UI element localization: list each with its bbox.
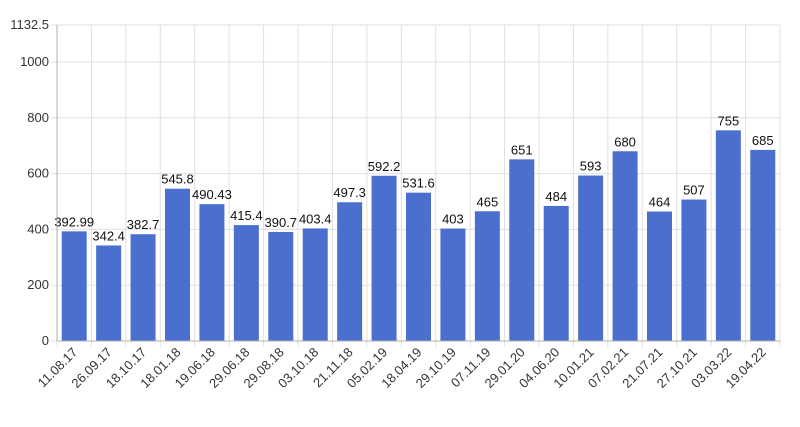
bar	[647, 211, 672, 341]
y-tick-label: 0	[42, 333, 49, 348]
data-label: 403.4	[299, 211, 332, 226]
bar	[715, 130, 741, 341]
y-tick-label: 1132.5	[10, 17, 49, 32]
data-label: 382.7	[127, 217, 160, 232]
bar	[96, 245, 122, 341]
bar	[509, 159, 535, 341]
bar	[474, 211, 500, 341]
x-axis: 11.08.1726.09.1718.10.1718.01.1819.06.18…	[35, 340, 780, 391]
bar	[578, 175, 604, 341]
bar	[130, 234, 156, 341]
y-tick-label: 800	[27, 110, 49, 125]
bar	[406, 192, 431, 341]
data-label: 464	[649, 195, 671, 210]
data-label: 755	[718, 113, 740, 128]
bar	[61, 231, 87, 341]
y-tick-label: 600	[27, 166, 49, 181]
bar	[268, 231, 294, 341]
data-label: 392.99	[54, 214, 94, 229]
bar	[750, 149, 776, 341]
bar	[371, 175, 397, 341]
grid-layer	[51, 24, 781, 347]
y-axis: 0 200 400 600 800 1000 1132.5	[10, 17, 58, 348]
data-label: 651	[511, 142, 533, 157]
data-label: 545.8	[161, 172, 194, 187]
data-label: 685	[752, 133, 774, 148]
bar	[302, 228, 328, 341]
bar	[681, 199, 707, 341]
data-label: 531.6	[402, 176, 435, 191]
y-tick-label: 1000	[20, 54, 49, 69]
data-label: 342.4	[92, 228, 125, 243]
bar	[199, 204, 225, 341]
bar	[233, 225, 259, 341]
bar	[440, 228, 466, 341]
data-label: 403	[442, 212, 464, 227]
data-label: 465	[477, 194, 499, 209]
data-label: 593	[580, 159, 602, 174]
data-label: 490.43	[192, 187, 232, 202]
y-tick-label: 400	[27, 221, 49, 236]
y-tick-label: 200	[27, 277, 49, 292]
bars-layer	[61, 130, 776, 341]
data-label: 390.7	[265, 215, 298, 230]
data-label: 497.3	[333, 185, 366, 200]
bar	[612, 151, 638, 341]
bar	[543, 205, 569, 341]
data-label: 680	[614, 134, 636, 149]
data-label: 484	[545, 189, 567, 204]
data-label: 415.4	[230, 208, 263, 223]
data-label: 507	[683, 183, 705, 198]
bar	[337, 202, 363, 341]
data-label: 592.2	[368, 159, 401, 174]
bar	[165, 188, 190, 341]
